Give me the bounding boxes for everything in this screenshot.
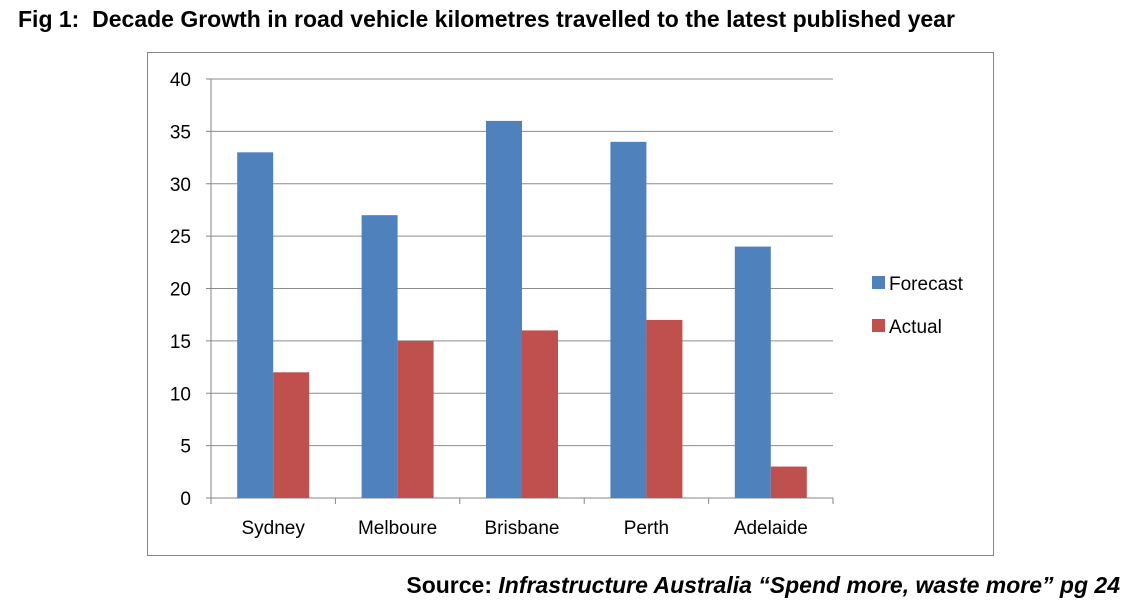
- y-tick-label: 40: [170, 70, 191, 91]
- bar-forecast: [486, 120, 522, 499]
- chart-frame: [147, 52, 994, 556]
- y-tick-label: 20: [170, 280, 191, 301]
- bar-forecast: [734, 246, 771, 498]
- y-tick-label: 25: [170, 227, 191, 248]
- bar-actual: [397, 340, 434, 498]
- y-tick-label: 10: [170, 384, 191, 405]
- y-tick-label: 15: [170, 332, 191, 353]
- bar-actual: [770, 466, 807, 498]
- x-tick-label: Melboure: [358, 518, 437, 539]
- y-tick-label: 0: [180, 489, 191, 510]
- source-reference: Infrastructure Australia “Spend more, wa…: [498, 572, 1120, 598]
- legend-swatch-forecast: [872, 276, 885, 289]
- legend-label: Forecast: [889, 274, 964, 295]
- legend-swatch-actual: [872, 319, 885, 332]
- source-prefix: Source:: [406, 572, 492, 598]
- source-citation: Source: Infrastructure Australia “Spend …: [406, 572, 1120, 599]
- bar-actual: [646, 319, 683, 498]
- figure-title: Fig 1: Decade Growth in road vehicle kil…: [18, 6, 955, 33]
- bar-forecast: [361, 215, 398, 499]
- bar-actual: [273, 372, 310, 498]
- x-tick-label: Adelaide: [734, 518, 808, 539]
- x-tick-label: Perth: [624, 518, 669, 539]
- bar-actual: [522, 330, 558, 498]
- x-tick-label: Brisbane: [485, 518, 560, 539]
- y-tick-label: 30: [170, 175, 191, 196]
- y-tick-label: 35: [170, 122, 191, 143]
- y-tick-label: 5: [180, 437, 191, 458]
- bar-forecast: [237, 152, 274, 498]
- x-tick-label: Sydney: [242, 518, 306, 539]
- figure-label: Fig 1:: [18, 6, 80, 32]
- bar-forecast: [610, 141, 647, 498]
- legend-label: Actual: [889, 317, 942, 338]
- figure-title-text: Decade Growth in road vehicle kilometres…: [92, 6, 955, 32]
